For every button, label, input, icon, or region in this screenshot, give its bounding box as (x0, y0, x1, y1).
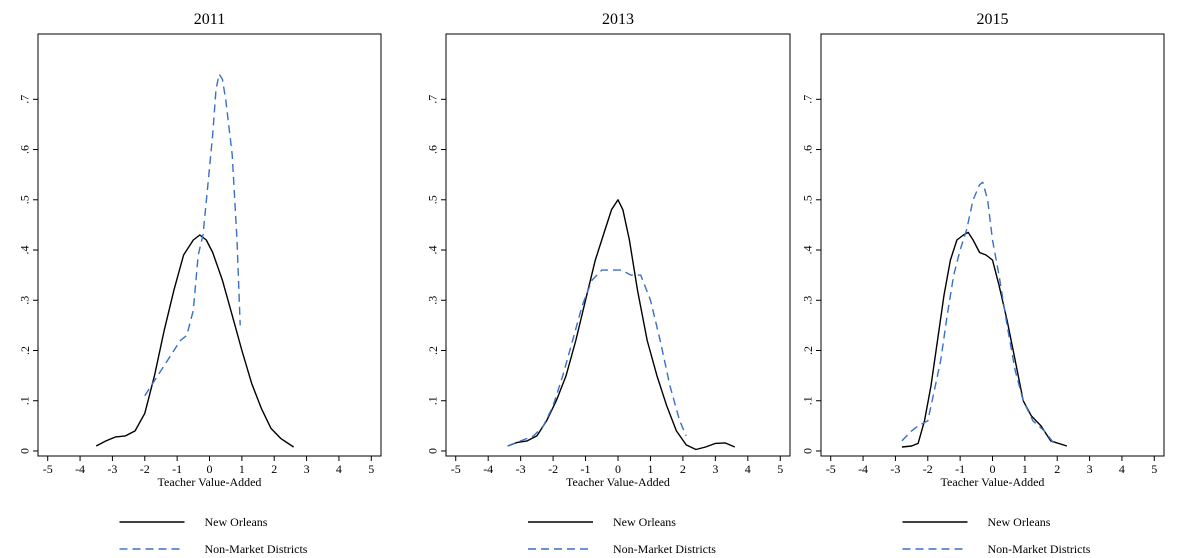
x-tick-label: 1 (239, 462, 245, 476)
x-tick-label: -4 (858, 462, 868, 476)
x-tick-label: 5 (1151, 462, 1157, 476)
x-tick-label: -2 (923, 462, 933, 476)
x-tick-label: 0 (615, 462, 621, 476)
y-tick-label: .3 (801, 296, 815, 305)
panel-2015: 2015 0 .1 .2 .3 .4 .5 .6 .7 -5 -4 -3 -2 -1 0 1 2 3 4 5 Teach… (801, 11, 1165, 556)
x-tick-label: 4 (1119, 462, 1125, 476)
panel-2013: 2013 0 .1 .2 .3 .4 .5 .6 .7 -5 -4 -3 -2 -1 0 1 2 3 4 5 Teach… (426, 11, 791, 556)
y-tick-label: 0 (18, 448, 32, 454)
x-tick-label: 1 (1022, 462, 1028, 476)
x-tick-label: -1 (581, 462, 591, 476)
x-tick-label: 2 (271, 462, 277, 476)
legend-label: Non-Market Districts (205, 542, 308, 556)
panel-title: 2011 (194, 11, 225, 28)
y-tick-label: 0 (801, 448, 815, 454)
panel-2011: 2011 0 .1 .2 .3 .4 .5 .6 .7 -5 -4 -3 -2 -1 0 1 2 3 4 5 Teach… (18, 11, 382, 556)
y-tick-label: .5 (18, 195, 32, 204)
y-tick-label: .3 (426, 296, 440, 305)
x-tick-label: -5 (43, 462, 53, 476)
x-tick-label: 3 (304, 462, 310, 476)
x-tick-label: -2 (140, 462, 150, 476)
y-tick-label: .4 (426, 246, 440, 255)
x-tick-label: -1 (955, 462, 965, 476)
x-tick-label: 0 (207, 462, 213, 476)
x-tick-label: -2 (548, 462, 558, 476)
y-tick-label: .7 (801, 95, 815, 104)
series-line-non-market-districts (507, 269, 687, 447)
y-tick-label: .4 (801, 246, 815, 255)
x-tick-label: 0 (990, 462, 996, 476)
x-tick-label: -4 (483, 462, 493, 476)
x-axis-label: Teacher Value-Added (941, 475, 1045, 489)
x-tick-label: 5 (777, 462, 783, 476)
y-tick-label: .2 (18, 346, 32, 355)
x-tick-label: -3 (890, 462, 900, 476)
y-tick-label: .7 (426, 95, 440, 104)
series-line-new-orleans (901, 231, 1068, 448)
y-tick-label: .2 (801, 346, 815, 355)
y-tick-label: .2 (426, 346, 440, 355)
x-tick-label: -3 (107, 462, 117, 476)
y-tick-label: .6 (426, 145, 440, 154)
plot-frame (820, 33, 1165, 457)
x-tick-label: 3 (1087, 462, 1093, 476)
panel-title: 2015 (977, 11, 1009, 28)
legend-label: Non-Market Districts (613, 542, 716, 556)
x-tick-label: -4 (75, 462, 85, 476)
series-line-non-market-districts (901, 181, 1055, 444)
x-tick-label: 2 (680, 462, 686, 476)
y-tick-label: .1 (801, 396, 815, 405)
x-tick-label: -5 (826, 462, 836, 476)
x-tick-label: -3 (516, 462, 526, 476)
y-tick-label: .6 (18, 145, 32, 154)
plot-frame (445, 33, 791, 457)
x-tick-label: 4 (745, 462, 751, 476)
y-tick-label: 0 (426, 448, 440, 454)
series-line-non-market-districts (144, 73, 241, 397)
x-tick-label: 2 (1054, 462, 1060, 476)
series-line-new-orleans (95, 234, 294, 448)
x-tick-label: 4 (336, 462, 342, 476)
y-tick-label: .1 (18, 396, 32, 405)
x-axis-label: Teacher Value-Added (158, 475, 262, 489)
y-tick-label: .4 (18, 246, 32, 255)
panel-title: 2013 (602, 11, 634, 28)
x-tick-label: 5 (368, 462, 374, 476)
x-axis-label: Teacher Value-Added (566, 475, 670, 489)
legend-label: New Orleans (988, 515, 1051, 529)
series-line-new-orleans (507, 199, 736, 451)
y-tick-label: .7 (18, 95, 32, 104)
y-tick-label: .6 (801, 145, 815, 154)
y-tick-label: .5 (426, 195, 440, 204)
legend-label: Non-Market Districts (988, 542, 1091, 556)
x-tick-label: 1 (647, 462, 653, 476)
y-tick-label: .1 (426, 396, 440, 405)
y-tick-label: .3 (18, 296, 32, 305)
legend-label: New Orleans (613, 515, 676, 529)
y-tick-label: .5 (801, 195, 815, 204)
legend-label: New Orleans (205, 515, 268, 529)
x-tick-label: 3 (712, 462, 718, 476)
x-tick-label: -5 (451, 462, 461, 476)
x-tick-label: -1 (172, 462, 182, 476)
